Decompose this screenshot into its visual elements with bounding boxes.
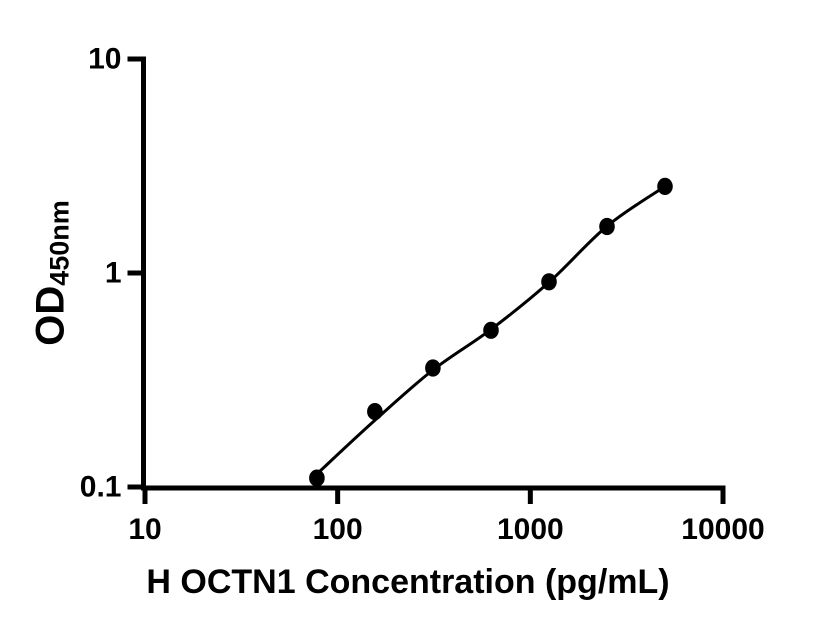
data-point-marker	[657, 177, 673, 195]
y-tick-label: 10	[88, 43, 121, 76]
data-point-marker	[541, 273, 557, 291]
y-axis-title-subscript: 450nm	[44, 200, 75, 286]
data-point-marker	[425, 359, 441, 377]
x-tick-label: 10	[128, 513, 161, 546]
x-axis-title: H OCTN1 Concentration (pg/mL)	[146, 563, 670, 601]
y-tick-label: 0.1	[80, 471, 122, 504]
data-point-marker	[309, 469, 325, 487]
data-point-marker	[367, 403, 383, 421]
y-axis-title: OD450nm	[29, 200, 76, 346]
y-axis-title-main: OD	[28, 285, 73, 346]
x-tick-label: 10000	[681, 513, 764, 546]
x-tick-label: 1000	[497, 513, 564, 546]
y-tick-label: 1	[105, 257, 122, 290]
data-point-marker	[599, 217, 615, 236]
x-tick-label: 100	[313, 513, 363, 546]
data-point-marker	[483, 321, 499, 339]
